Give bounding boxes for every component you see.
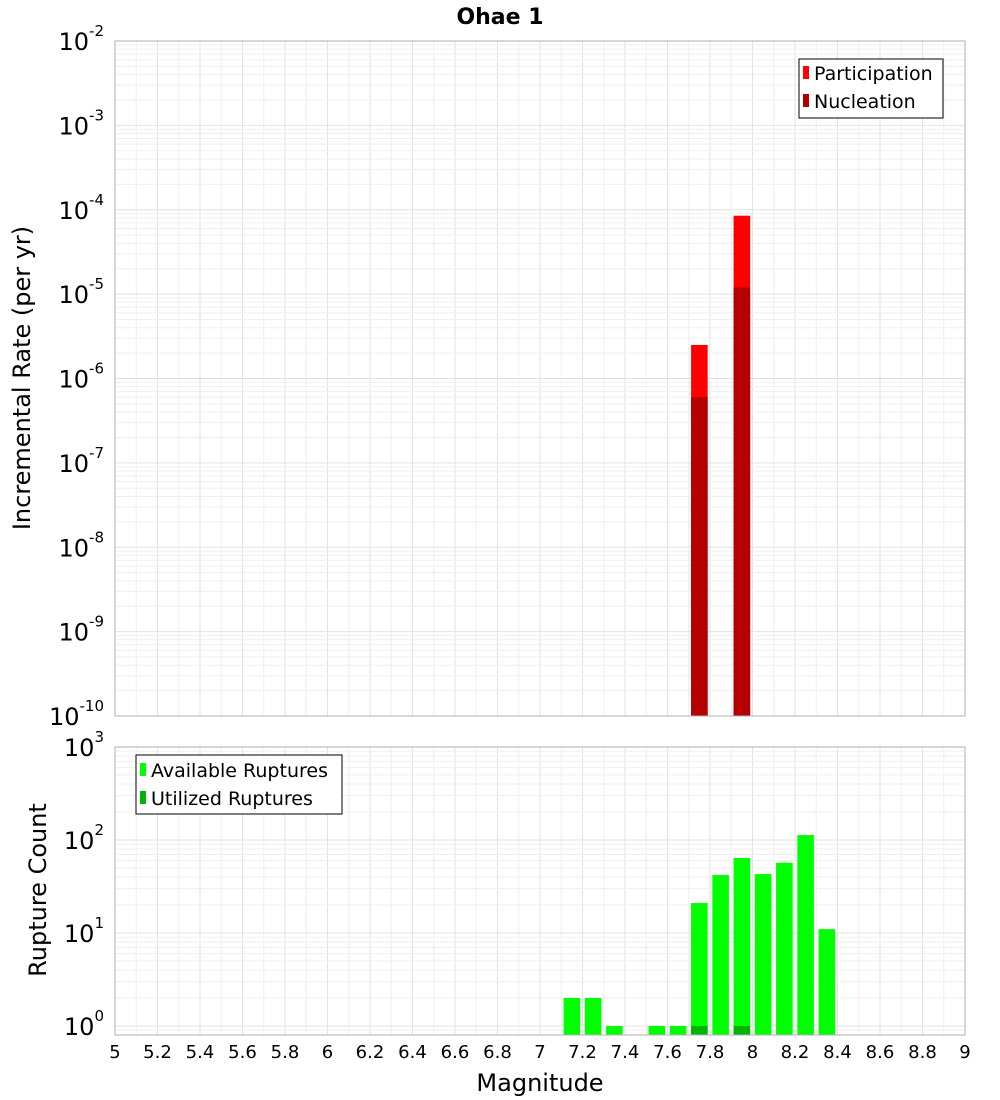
count-bar-utilized-ruptures [691, 1025, 708, 1035]
available-legend-swatch [140, 763, 146, 776]
magnitude-tick-label: 5.6 [228, 1042, 257, 1063]
count-bar-available-ruptures [669, 1025, 687, 1035]
count-y-tick-labels: 103 102 101 100 [64, 728, 104, 1041]
magnitude-tick-label: 8.2 [781, 1042, 810, 1063]
rate-legend-box [798, 58, 944, 119]
count-bar-utilized-ruptures [733, 1025, 751, 1035]
participation-legend-label: Participation [814, 63, 933, 85]
magnitude-tick-label: 7.8 [696, 1042, 725, 1063]
count-bar-available-ruptures [818, 929, 836, 1035]
rate-y-tick-label: 10-3 [58, 106, 104, 140]
count-legend-box [135, 754, 343, 815]
count-bar-available-ruptures [733, 858, 751, 1035]
magnitude-tick-labels: 5 5.2 5.4 5.6 5.8 6 6.2 6.4 6.6 6.8 7 7.2 7.4 7.6 7.8 8… [109, 1042, 970, 1063]
rate-gridlines [114, 40, 966, 717]
count-bar-available-ruptures [797, 835, 814, 1035]
rate-y-tick-label: 10-8 [58, 528, 104, 562]
rate-y-tick-label: 10-10 [49, 697, 104, 731]
count-y-tick-label: 101 [64, 914, 104, 948]
magnitude-tick-label: 7.2 [568, 1042, 597, 1063]
rate-y-tick-label: 10-2 [58, 22, 104, 56]
magnitude-tick-label: 5.8 [271, 1042, 300, 1063]
rate-legend: Participation Nucleation [798, 58, 944, 119]
count-bar-available-ruptures [606, 1025, 623, 1035]
count-y-tick-label: 102 [64, 821, 104, 855]
count-y-tick-label: 103 [64, 728, 104, 762]
magnitude-tick-label: 7.4 [611, 1042, 640, 1063]
rate-y-tick-label: 10-5 [58, 275, 104, 309]
rate-panel: 10-2 10-3 10-4 10-5 10-6 10-7 10-8 10-9 10-10 In… [8, 22, 966, 731]
rate-bars [691, 215, 751, 717]
magnitude-tick-label: 6 [322, 1042, 333, 1063]
count-bars [563, 835, 836, 1035]
count-bar-available-ruptures [712, 875, 729, 1035]
rate-y-axis-label: Incremental Rate (per yr) [8, 226, 36, 530]
magnitude-tick-label: 8.8 [908, 1042, 937, 1063]
magnitude-tick-label: 5.4 [186, 1042, 215, 1063]
count-panel: 103 102 101 100 5 5.2 5.4 5.6 5.8 6 6.2 6.4 6.6 6.8 7… [24, 728, 971, 1097]
utilized-legend-label: Utilized Ruptures [151, 788, 313, 810]
nucleation-legend-swatch [803, 94, 809, 107]
rate-y-tick-label: 10-7 [58, 444, 104, 478]
magnitude-tick-label: 6.8 [483, 1042, 512, 1063]
count-bar-available-ruptures [691, 903, 708, 1035]
available-legend-label: Available Ruptures [151, 760, 328, 782]
chart-title: Ohae 1 [456, 5, 543, 30]
rate-bar-nucleation [691, 397, 708, 716]
magnitude-tick-label: 7.6 [653, 1042, 682, 1063]
magnitude-tick-label: 6.4 [398, 1042, 427, 1063]
participation-legend-swatch [803, 66, 809, 79]
magnitude-tick-label: 6.6 [441, 1042, 470, 1063]
x-axis-label: Magnitude [476, 1069, 603, 1097]
count-bar-available-ruptures [563, 997, 581, 1035]
magnitude-tick-label: 6.2 [356, 1042, 385, 1063]
nucleation-legend-label: Nucleation [814, 91, 916, 113]
count-bar-available-ruptures [584, 997, 602, 1035]
rate-y-tick-labels: 10-2 10-3 10-4 10-5 10-6 10-7 10-8 10-9 10-10 [49, 22, 104, 731]
count-bar-available-ruptures [754, 874, 772, 1035]
magnitude-tick-label: 8.6 [866, 1042, 895, 1063]
count-bar-available-ruptures [648, 1025, 666, 1035]
rate-y-tick-label: 10-6 [58, 360, 104, 394]
magnitude-tick-label: 8 [747, 1042, 758, 1063]
count-y-axis-label: Rupture Count [24, 803, 52, 977]
utilized-legend-swatch [140, 791, 146, 804]
magnitude-tick-label: 9 [959, 1042, 970, 1063]
magnitude-tick-label: 5 [109, 1042, 120, 1063]
rate-bar-nucleation [733, 287, 751, 716]
count-bar-available-ruptures [776, 862, 793, 1035]
rate-plot-border [114, 40, 966, 717]
rate-y-tick-label: 10-9 [58, 613, 104, 647]
magnitude-tick-label: 5.2 [143, 1042, 172, 1063]
count-legend: Available Ruptures Utilized Ruptures [135, 754, 343, 815]
count-y-tick-label: 100 [64, 1007, 104, 1041]
magnitude-tick-label: 7 [534, 1042, 545, 1063]
magnitude-tick-label: 8.4 [823, 1042, 852, 1063]
rate-y-tick-label: 10-4 [58, 191, 104, 225]
count-plot-border [114, 746, 966, 1036]
